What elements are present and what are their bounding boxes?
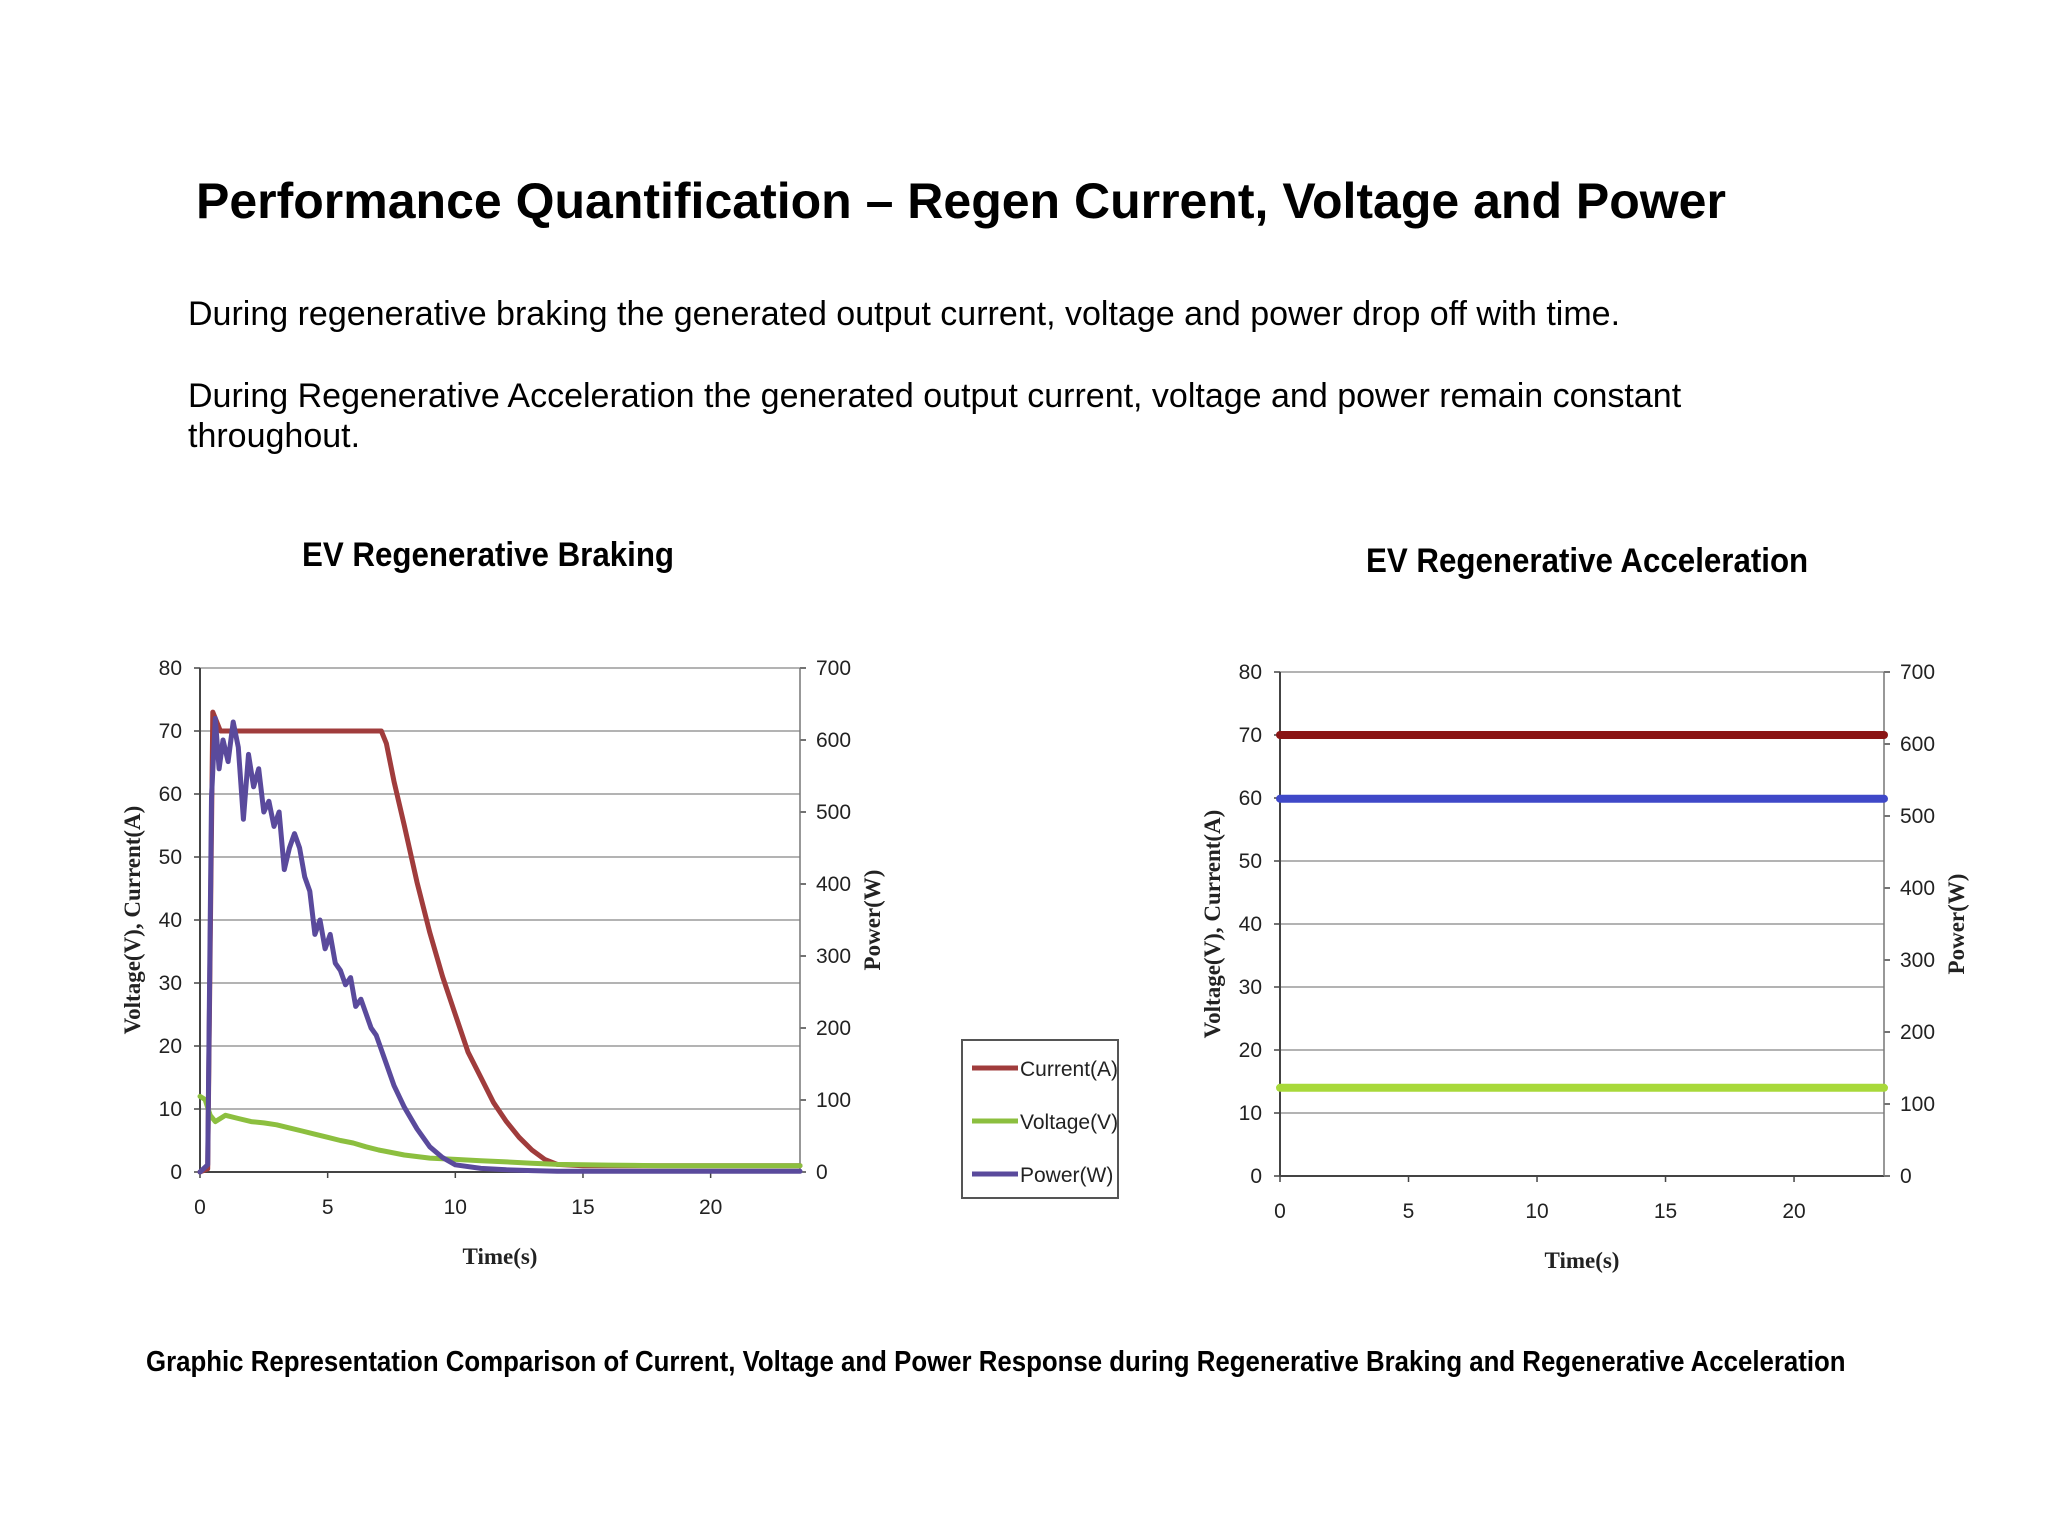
x-tick-label: 0 bbox=[194, 1196, 206, 1219]
x-tick-label: 20 bbox=[1782, 1200, 1805, 1223]
y2-tick-label: 0 bbox=[816, 1161, 828, 1184]
y-tick-label: 80 bbox=[1239, 661, 1262, 684]
x-tick-label: 15 bbox=[1654, 1200, 1677, 1223]
y-tick-label: 70 bbox=[159, 720, 182, 743]
y-tick-label: 80 bbox=[159, 657, 182, 680]
y2-tick-label: 500 bbox=[1900, 805, 1935, 828]
y-tick-label: 30 bbox=[1239, 976, 1262, 999]
x-tick-label: 10 bbox=[444, 1196, 467, 1219]
y2-axis-title: Power(W) bbox=[860, 870, 885, 971]
y2-tick-label: 400 bbox=[1900, 877, 1935, 900]
series-line-power-w bbox=[197, 715, 803, 1175]
y2-tick-label: 700 bbox=[816, 657, 851, 680]
x-tick-label: 20 bbox=[699, 1196, 722, 1219]
legend: Current(A) Voltage(V) Power(W) bbox=[961, 1039, 1119, 1199]
paragraph-braking: During regenerative braking the generate… bbox=[188, 295, 1621, 333]
legend-entry: Current(A) bbox=[1020, 1058, 1118, 1081]
y-tick-label: 30 bbox=[159, 972, 182, 995]
legend-entry: Power(W) bbox=[1020, 1164, 1113, 1187]
y2-tick-label: 100 bbox=[816, 1089, 851, 1112]
y2-axis-title: Power(W) bbox=[1944, 874, 1969, 975]
y2-tick-label: 300 bbox=[816, 945, 851, 968]
chart-title-braking: EV Regenerative Braking bbox=[302, 536, 675, 574]
series-line-current-a bbox=[197, 709, 803, 1175]
x-tick-label: 15 bbox=[571, 1196, 594, 1219]
y-tick-label: 0 bbox=[170, 1161, 182, 1184]
chart-braking: 0 10 20 30 40 50 60 70 80 0 100 200 300 400 500 600 700 0… bbox=[120, 657, 885, 1269]
x-axis-title: Time(s) bbox=[1545, 1248, 1620, 1273]
y-tick-label: 10 bbox=[1239, 1102, 1262, 1125]
y-axis-title: Voltage(V), Current(A) bbox=[120, 806, 145, 1035]
paragraph-acceleration: During Regenerative Acceleration the gen… bbox=[188, 377, 1682, 455]
chart-title-acceleration: EV Regenerative Acceleration bbox=[1366, 542, 1809, 580]
y2-tick-label: 700 bbox=[1900, 661, 1935, 684]
slide-title: Performance Quantification – Regen Curre… bbox=[196, 173, 1726, 229]
y2-tick-label: 300 bbox=[1900, 949, 1935, 972]
chart-acceleration: 0 10 20 30 40 50 60 70 80 0 100 200 300 400 500 600 700 0… bbox=[1200, 661, 1969, 1273]
y-tick-label: 0 bbox=[1250, 1165, 1262, 1188]
x-axis-title: Time(s) bbox=[463, 1244, 538, 1269]
y2-tick-label: 600 bbox=[1900, 733, 1935, 756]
x-tick-label: 0 bbox=[1274, 1200, 1286, 1223]
y-tick-label: 20 bbox=[159, 1035, 182, 1058]
y-tick-label: 20 bbox=[1239, 1039, 1262, 1062]
x-tick-label: 5 bbox=[322, 1196, 334, 1219]
y-tick-label: 50 bbox=[1239, 850, 1262, 873]
figure-caption: Graphic Representation Comparison of Cur… bbox=[146, 1346, 1846, 1378]
y-tick-label: 70 bbox=[1239, 724, 1262, 747]
x-tick-label: 5 bbox=[1403, 1200, 1415, 1223]
y-axis-title: Voltage(V), Current(A) bbox=[1200, 810, 1225, 1039]
legend-entry: Voltage(V) bbox=[1020, 1111, 1118, 1134]
y2-tick-label: 100 bbox=[1900, 1093, 1935, 1116]
x-tick-label: 10 bbox=[1525, 1200, 1548, 1223]
y-tick-label: 40 bbox=[1239, 913, 1262, 936]
y2-tick-label: 200 bbox=[1900, 1021, 1935, 1044]
y-tick-label: 10 bbox=[159, 1098, 182, 1121]
y-tick-label: 40 bbox=[159, 909, 182, 932]
y2-tick-label: 400 bbox=[816, 873, 851, 896]
y2-tick-label: 200 bbox=[816, 1017, 851, 1040]
y2-tick-label: 600 bbox=[816, 729, 851, 752]
y2-tick-label: 0 bbox=[1900, 1165, 1912, 1188]
y2-tick-label: 500 bbox=[816, 801, 851, 824]
y-tick-label: 60 bbox=[1239, 787, 1262, 810]
y-tick-label: 50 bbox=[159, 846, 182, 869]
y-tick-label: 60 bbox=[159, 783, 182, 806]
series-line-voltage-v bbox=[197, 1093, 803, 1169]
